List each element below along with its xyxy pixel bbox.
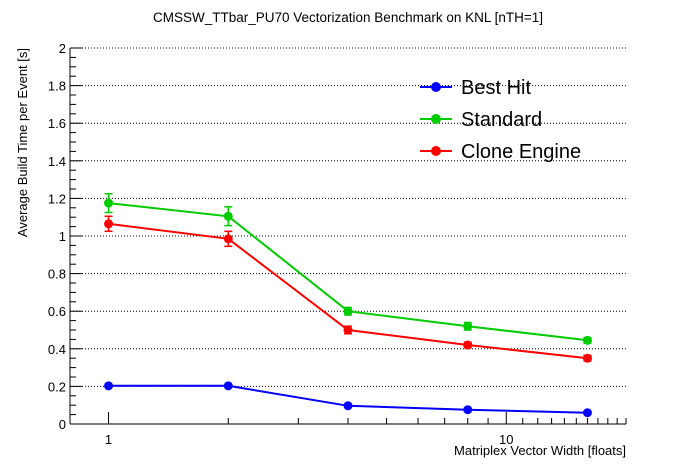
series-clone-engine — [104, 215, 592, 363]
y-tick-label: 1.6 — [48, 116, 66, 131]
data-point — [582, 353, 592, 363]
data-point — [223, 211, 233, 221]
legend: Best Hit Standard Clone Engine — [420, 77, 581, 163]
y-ticks: 0 0.2 0.4 0.6 0.8 1 1.2 1.4 1.6 1.8 2 — [48, 41, 82, 432]
series-standard — [104, 192, 592, 345]
axes — [69, 48, 626, 425]
legend-label: Standard — [461, 109, 542, 131]
chart-title: CMSSW_TTbar_PU70 Vectorization Benchmark… — [153, 10, 543, 25]
legend-label: Best Hit — [461, 77, 531, 99]
data-point — [463, 405, 473, 415]
y-tick-label: 0.4 — [48, 342, 66, 357]
legend-entry: Best Hit — [420, 77, 531, 99]
data-point — [582, 408, 592, 418]
legend-entry: Clone Engine — [420, 141, 581, 163]
legend-marker — [431, 146, 441, 156]
data-point — [343, 325, 353, 335]
x-tick-label: 10 — [499, 432, 513, 447]
x-axis-label: Matriplex Vector Width [floats] — [454, 443, 626, 458]
data-point — [104, 219, 114, 229]
y-tick-label: 0 — [59, 417, 66, 432]
x-tick-label: 1 — [105, 432, 112, 447]
legend-entry: Standard — [420, 109, 542, 131]
y-axis-label: Average Build Time per Event [s] — [15, 48, 30, 237]
data-point — [343, 306, 353, 316]
y-tick-label: 0.8 — [48, 267, 66, 282]
data-point — [582, 335, 592, 345]
data-point — [223, 381, 233, 391]
y-tick-label: 0.2 — [48, 379, 66, 394]
data-point — [104, 381, 114, 391]
series-line — [108, 222, 588, 360]
legend-marker — [431, 114, 441, 124]
data-point — [463, 321, 473, 331]
y-tick-label: 1.8 — [48, 79, 66, 94]
y-tick-label: 1.4 — [48, 154, 66, 169]
data-point — [104, 198, 114, 208]
data-point — [463, 340, 473, 350]
series-line — [108, 202, 588, 342]
data-point — [223, 234, 233, 244]
legend-label: Clone Engine — [461, 141, 581, 163]
x-ticks: 1 10 — [105, 412, 627, 447]
y-tick-label: 1 — [59, 229, 66, 244]
y-tick-label: 2 — [59, 41, 66, 56]
series-best-hit — [104, 381, 592, 418]
plot-area — [104, 192, 592, 418]
y-tick-label: 1.2 — [48, 191, 66, 206]
data-point — [343, 401, 353, 411]
legend-marker — [431, 82, 441, 92]
y-tick-label: 0.6 — [48, 304, 66, 319]
